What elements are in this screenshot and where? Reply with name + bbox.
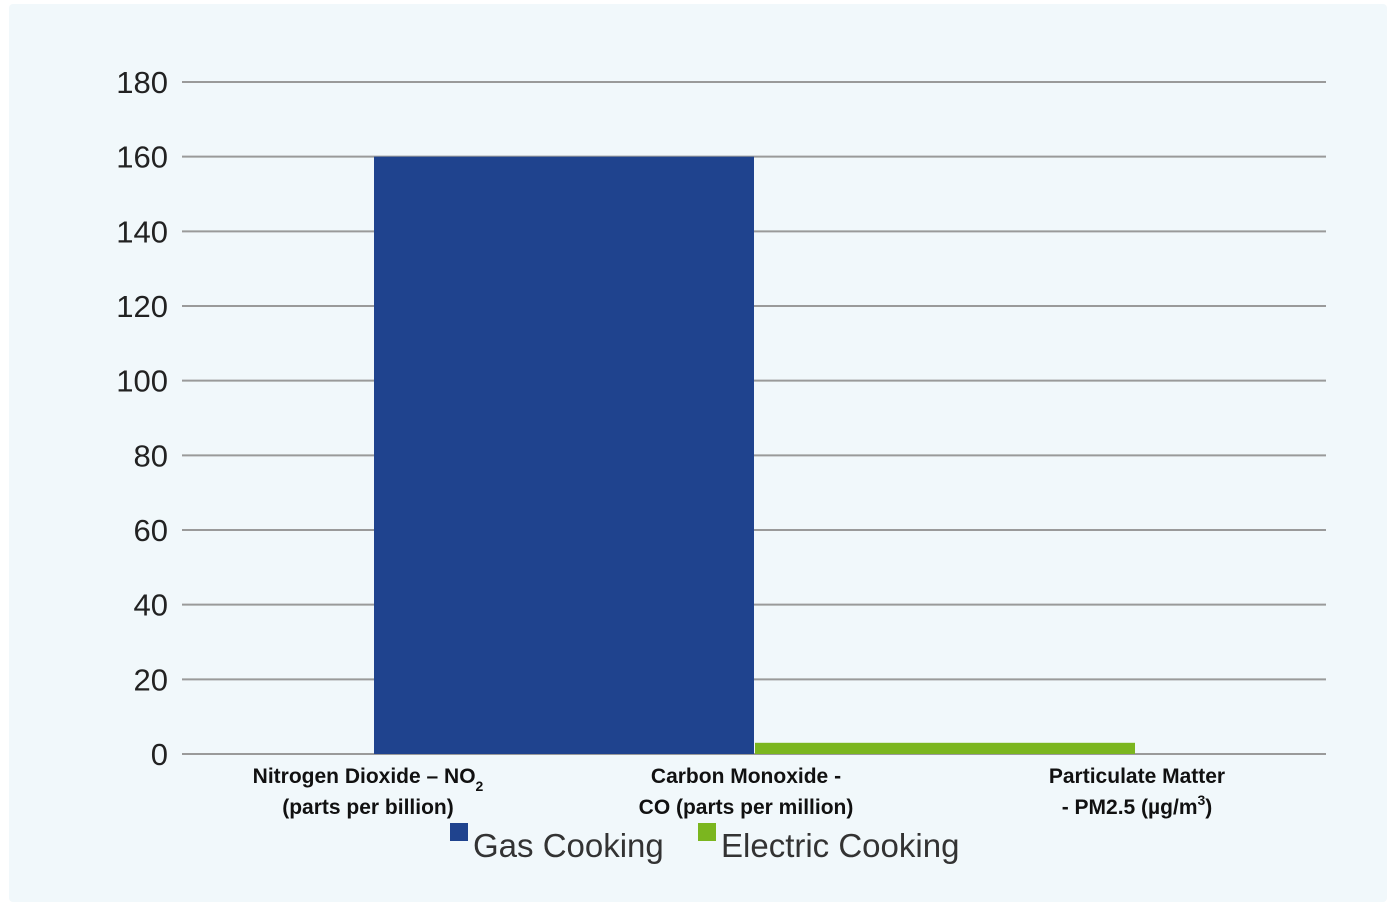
bar-electric-cooking [755, 742, 1135, 754]
x-tick-label: CO (parts per million) [639, 796, 854, 819]
y-tick-label: 20 [134, 662, 168, 697]
legend-swatch [450, 823, 468, 841]
x-tick-label: - PM2.5 (µg/m3) [1062, 792, 1213, 819]
y-tick-label: 100 [116, 364, 168, 399]
legend-swatch [698, 823, 716, 841]
y-axis-ticks: 0 20 40 60 80 100 120 140 160 180 [116, 65, 168, 772]
bar-gas-cooking [374, 156, 754, 754]
x-tick-label: Particulate Matter [1049, 765, 1225, 788]
y-tick-label: 160 [116, 140, 168, 175]
y-tick-label: 180 [116, 65, 168, 100]
x-tick-label: (parts per billion) [282, 796, 454, 819]
y-tick-label: 80 [134, 438, 168, 473]
x-tick-label: Nitrogen Dioxide – NO2 [253, 765, 484, 794]
x-tick-label: Carbon Monoxide - [651, 765, 841, 788]
y-tick-label: 0 [151, 737, 168, 772]
y-tick-label: 140 [116, 214, 168, 249]
legend: Gas Cooking Electric Cooking [450, 823, 959, 864]
y-tick-label: 40 [134, 588, 168, 623]
legend-label: Electric Cooking [721, 827, 959, 864]
y-tick-label: 120 [116, 289, 168, 324]
y-tick-label: 60 [134, 513, 168, 548]
legend-label: Gas Cooking [473, 827, 664, 864]
bars [374, 156, 1135, 754]
x-axis-labels: Nitrogen Dioxide – NO2(parts per billion… [253, 765, 1225, 819]
